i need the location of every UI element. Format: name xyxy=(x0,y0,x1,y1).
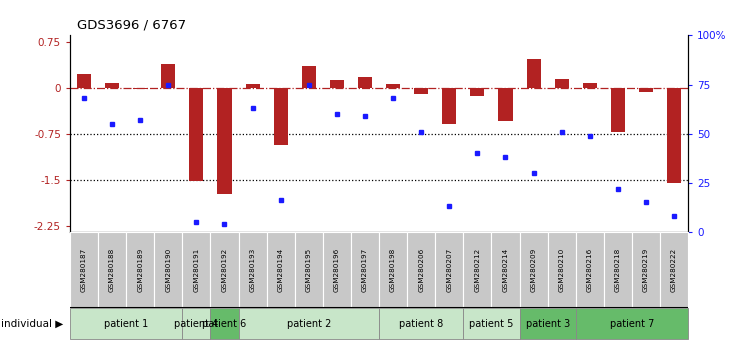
Text: GSM280192: GSM280192 xyxy=(222,248,227,292)
Bar xyxy=(70,232,98,308)
Text: patient 5: patient 5 xyxy=(470,319,514,329)
Bar xyxy=(520,308,576,339)
Bar xyxy=(183,232,210,308)
Bar xyxy=(660,232,688,308)
Bar xyxy=(70,308,183,339)
Bar xyxy=(323,232,351,308)
Bar xyxy=(576,308,688,339)
Bar xyxy=(526,59,541,87)
Text: GSM280195: GSM280195 xyxy=(305,248,312,292)
Text: patient 4: patient 4 xyxy=(174,319,219,329)
Bar xyxy=(632,232,660,308)
Bar xyxy=(470,87,484,96)
Text: GSM280222: GSM280222 xyxy=(671,248,677,292)
Text: GSM280190: GSM280190 xyxy=(166,248,171,292)
Text: GSM280209: GSM280209 xyxy=(531,248,537,292)
Bar xyxy=(98,232,126,308)
Text: patient 2: patient 2 xyxy=(286,319,331,329)
Text: GSM280210: GSM280210 xyxy=(559,248,565,292)
Bar xyxy=(407,232,435,308)
Text: GSM280207: GSM280207 xyxy=(446,248,453,292)
Bar xyxy=(210,308,238,339)
Bar xyxy=(414,87,428,94)
Bar xyxy=(435,232,464,308)
Bar xyxy=(379,232,407,308)
Bar xyxy=(330,80,344,87)
Text: GSM280212: GSM280212 xyxy=(475,248,481,292)
Bar xyxy=(548,232,576,308)
Bar xyxy=(464,232,492,308)
Bar xyxy=(492,232,520,308)
Bar xyxy=(294,232,323,308)
Bar xyxy=(667,87,681,183)
Text: GSM280198: GSM280198 xyxy=(390,248,396,292)
Bar xyxy=(133,87,147,89)
Text: GSM280196: GSM280196 xyxy=(334,248,340,292)
Text: GSM280216: GSM280216 xyxy=(587,248,592,292)
Bar xyxy=(155,232,183,308)
Bar xyxy=(183,308,210,339)
Text: patient 8: patient 8 xyxy=(399,319,443,329)
Bar xyxy=(639,87,653,92)
Text: GSM280187: GSM280187 xyxy=(81,248,87,292)
Bar xyxy=(358,77,372,87)
Text: patient 7: patient 7 xyxy=(609,319,654,329)
Bar xyxy=(583,83,597,87)
Bar xyxy=(520,232,548,308)
Text: GSM280218: GSM280218 xyxy=(615,248,621,292)
Text: patient 3: patient 3 xyxy=(526,319,570,329)
Bar xyxy=(386,84,400,87)
Bar xyxy=(604,232,632,308)
Bar xyxy=(238,308,379,339)
Bar xyxy=(442,87,456,124)
Bar xyxy=(126,232,155,308)
Bar xyxy=(576,232,604,308)
Bar xyxy=(105,83,119,87)
Bar xyxy=(77,74,91,87)
Text: GSM280214: GSM280214 xyxy=(503,248,509,292)
Text: patient 1: patient 1 xyxy=(104,319,148,329)
Bar xyxy=(351,232,379,308)
Text: GSM280197: GSM280197 xyxy=(362,248,368,292)
Bar xyxy=(266,232,294,308)
Bar xyxy=(274,87,288,145)
Text: GSM280194: GSM280194 xyxy=(277,248,283,292)
Bar xyxy=(302,66,316,87)
Bar xyxy=(611,87,625,132)
Bar xyxy=(246,84,260,87)
Bar xyxy=(189,87,203,181)
Text: GDS3696 / 6767: GDS3696 / 6767 xyxy=(77,19,186,32)
Bar xyxy=(161,64,175,87)
Bar xyxy=(555,79,569,87)
Text: GSM280219: GSM280219 xyxy=(643,248,649,292)
Text: GSM280206: GSM280206 xyxy=(418,248,424,292)
Bar xyxy=(379,308,464,339)
Bar xyxy=(464,308,520,339)
Text: patient 6: patient 6 xyxy=(202,319,247,329)
Bar xyxy=(238,232,266,308)
Text: GSM280191: GSM280191 xyxy=(194,248,199,292)
Bar xyxy=(217,87,232,194)
Bar xyxy=(498,87,512,121)
Text: individual ▶: individual ▶ xyxy=(1,319,63,329)
Text: GSM280188: GSM280188 xyxy=(109,248,115,292)
Text: GSM280193: GSM280193 xyxy=(250,248,255,292)
Text: GSM280189: GSM280189 xyxy=(137,248,144,292)
Bar xyxy=(210,232,238,308)
